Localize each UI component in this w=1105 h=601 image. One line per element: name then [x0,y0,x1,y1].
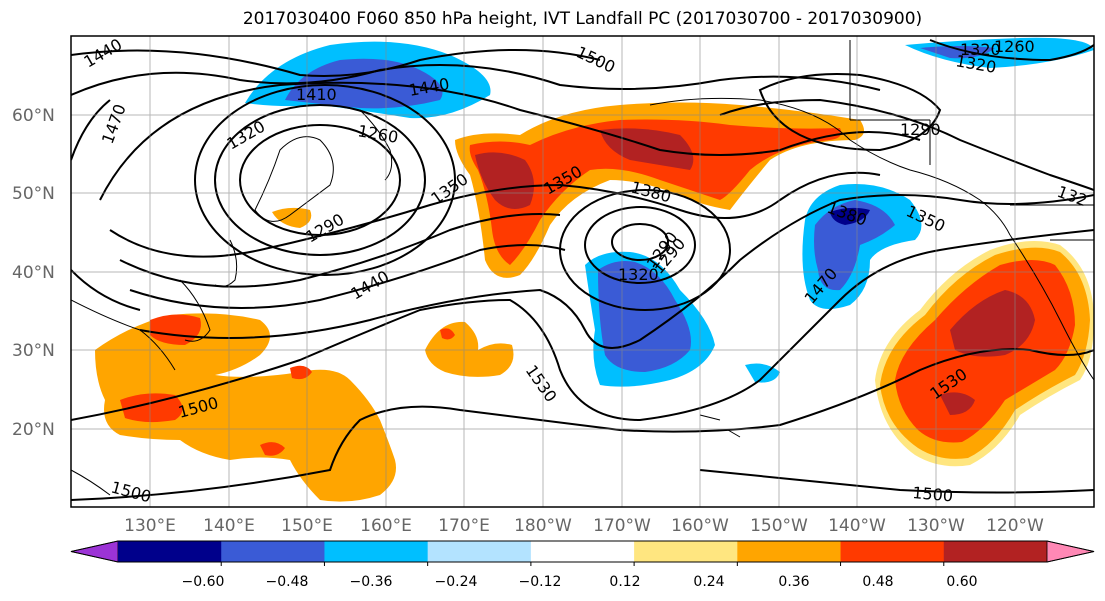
contour-label: 1260 [994,37,1035,56]
colorbar-tick: 0.60 [946,574,977,590]
colorbar-segment [943,541,1048,562]
lat-label-60n: 60°N [12,106,55,126]
latitude-labels: 60°N 50°N 40°N 30°N 20°N [12,106,55,440]
contour-label: 1290 [900,120,941,139]
colorbar-tick: −0.48 [266,574,309,590]
lat-label-20n: 20°N [12,420,55,440]
map-title: 2017030400 F060 850 hPa height, IVT Land… [242,9,923,29]
coastlines [71,40,1094,496]
colorbar-tick: −0.24 [435,574,478,590]
lon-label-170e: 170°E [438,516,490,536]
colorbar-outline [70,540,1095,563]
colorbar-segment [427,541,532,562]
colorbar-segment [118,541,222,562]
map-border [70,35,1095,508]
colorbar-ticks: −0.60 −0.48 −0.36 −0.24 −0.12 0.12 0.24 … [182,574,978,590]
colorbar-tick: 0.36 [778,574,809,590]
lat-label-50n: 50°N [12,184,55,204]
lon-label-170w: 170°W [593,516,651,536]
colorbar-tick: 0.48 [862,574,893,590]
colorbar [70,540,1095,566]
colorbar-extend-low [70,540,119,563]
contour-label: 1410 [296,85,337,104]
colorbar-segment [530,541,635,562]
colorbar-segment [324,541,429,562]
lon-label-120w: 120°W [986,516,1044,536]
lon-label-130w: 130°W [907,516,965,536]
lat-label-40n: 40°N [12,263,55,283]
lon-label-160e: 160°E [360,516,412,536]
lon-label-150w: 150°W [750,516,808,536]
colorbar-segment [737,541,842,562]
colorbar-tick: −0.60 [182,574,225,590]
colorbar-segment [840,541,945,562]
graticule [71,36,1094,507]
lon-label-140e: 140°E [203,516,255,536]
lon-label-160w: 160°W [671,516,729,536]
contour-label: 1320 [960,40,1001,59]
lon-label-130e: 130°E [124,516,176,536]
lon-label-140w: 140°W [828,516,886,536]
colorbar-segment [634,541,738,562]
lon-label-180w: 180°W [514,516,572,536]
lon-label-150e: 150°E [281,516,333,536]
longitude-labels: 130°E 140°E 150°E 160°E 170°E 180°W 170°… [124,516,1044,536]
colorbar-tick: −0.12 [519,574,562,590]
colorbar-tick: −0.36 [350,574,393,590]
colorbar-tick: 0.24 [693,574,724,590]
colorbar-extend-high [1046,540,1095,563]
colorbar-tick: 0.12 [609,574,640,590]
contour-label: 1320 [618,265,659,284]
contour-label: 1500 [912,483,954,505]
lat-label-30n: 30°N [12,341,55,361]
negative-ivt-regions [245,37,1094,387]
colorbar-segment [221,541,325,562]
